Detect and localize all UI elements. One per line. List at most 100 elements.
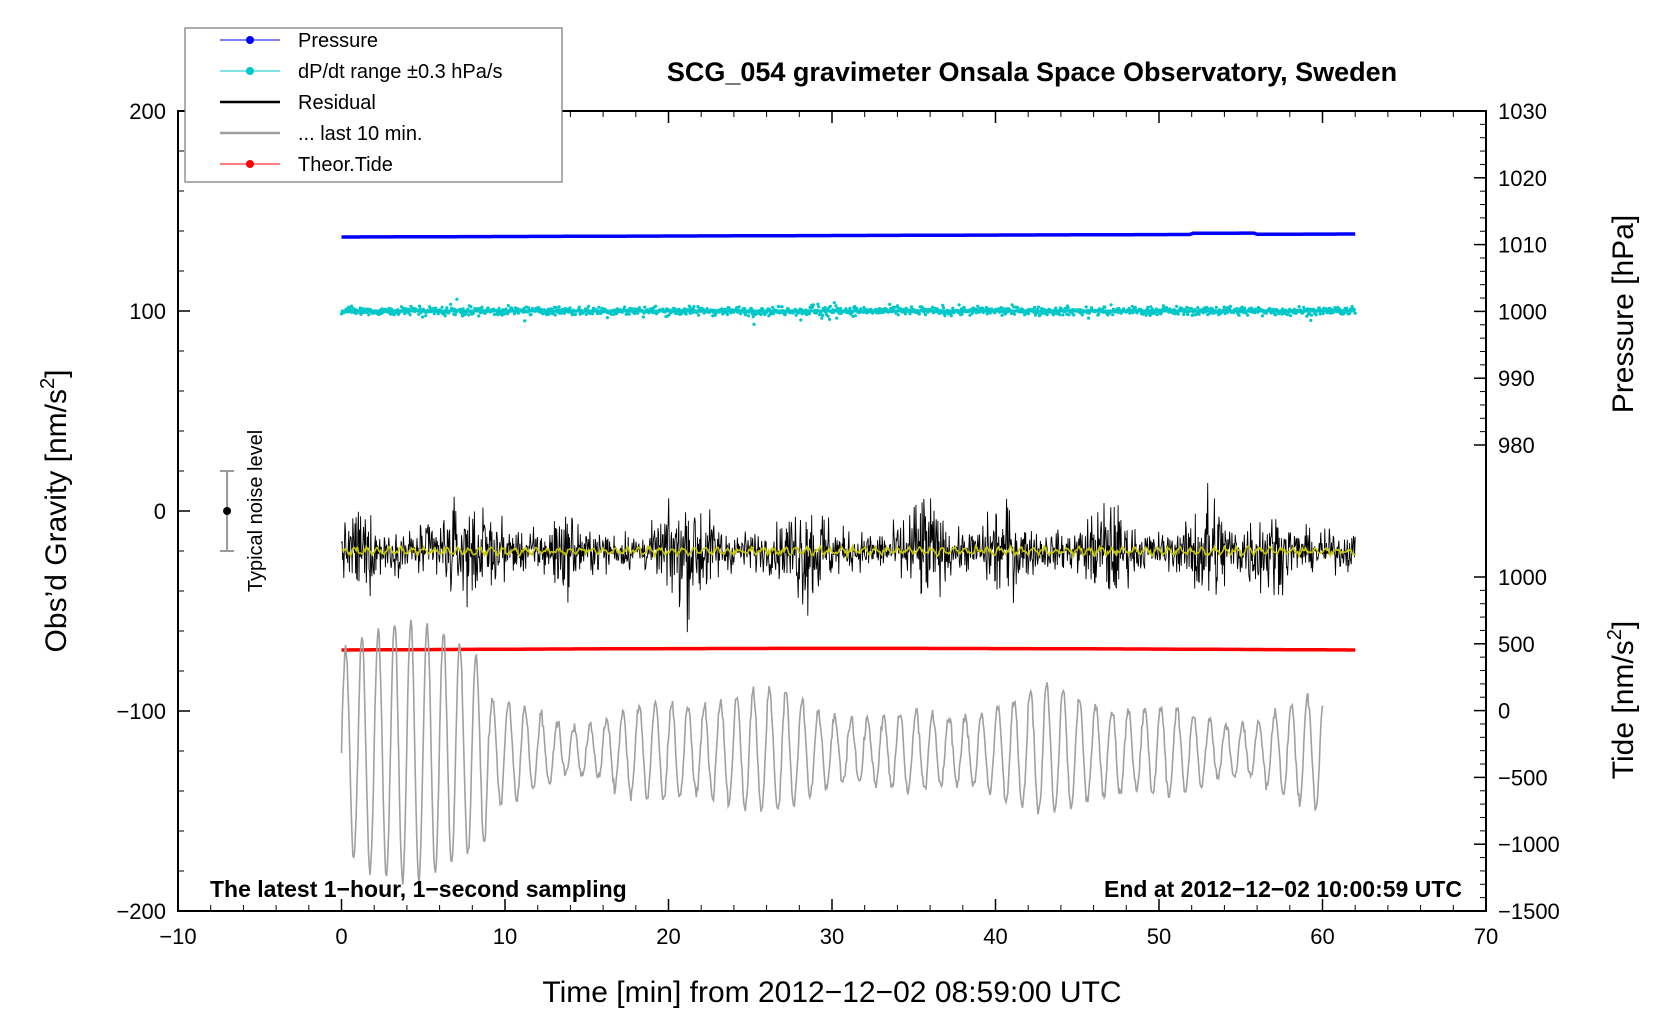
dpdt-point [752,322,756,326]
dpdt-point [1160,310,1164,314]
dpdt-point [594,308,599,312]
dpdt-point [1242,306,1247,310]
dpdt-point [724,307,728,311]
dpdt-point [396,308,400,312]
y-axis-title-left-end: ] [40,370,73,378]
dpdt-point [1264,311,1268,315]
dpdt-point [1214,305,1218,309]
dpdt-point [821,313,825,318]
dpdt-point [828,304,833,308]
last-10-min-line [340,619,1324,885]
dpdt-point [407,307,411,311]
dpdt-point [686,308,691,312]
plot-frame [177,110,1487,912]
dpdt-point [477,314,481,318]
dpdt-point [923,313,928,317]
tide-axis-title: Tide [nm/s2] [1604,621,1640,779]
dpdt-point [1033,305,1037,309]
dpdt-point [793,307,797,311]
dpdt-point [1097,312,1101,316]
dpdt-point [516,311,521,315]
dpdt-point [467,313,471,317]
dpdt-point [957,303,961,307]
dpdt-point [1306,307,1310,311]
dpdt-point [949,314,953,318]
dpdt-point [600,306,604,310]
dpdt-point [941,303,945,307]
dpdt-point [1309,313,1314,317]
dpdt-point [771,305,775,309]
dpdt-point [1026,312,1031,316]
dpdt-point [909,305,914,309]
noise-bar-center [223,507,232,515]
dpdt-point [743,307,747,311]
dpdt-point [436,312,440,316]
dpdt-point [550,307,554,311]
tide-axis-title-sup: 2 [1604,629,1626,640]
dpdt-point [853,304,857,309]
dpdt-point [1176,312,1180,316]
tide-tick-label: 0 [1498,699,1510,724]
y-axis-title-left: Obs’d Gravity [nm/s2] [37,370,73,653]
dpdt-point [1307,311,1311,315]
dpdt-point [590,309,594,313]
dpdt-point [850,310,854,315]
dpdt-point [1037,305,1041,309]
x-tick-label: 10 [493,924,517,949]
dpdt-point [1297,305,1301,309]
dpdt-point [943,314,947,318]
dpdt-point [407,310,411,315]
y-tick-label: 0 [154,499,166,524]
dpdt-point [502,312,507,316]
dpdt-point [417,312,421,316]
dpdt-point [750,307,754,311]
dpdt-point [908,312,912,316]
dpdt-point [705,307,709,311]
dpdt-point [1064,307,1068,311]
chart-title: SCG_054 gravimeter Onsala Space Observat… [667,57,1397,87]
dpdt-point [1185,312,1190,317]
dpdt-point [1000,313,1004,317]
dpdt-point [689,306,693,310]
dpdt-point [443,314,447,318]
dpdt-point [848,306,852,310]
dpdt-point [814,311,819,315]
tide-tick-label: −1000 [1498,832,1560,857]
dpdt-point [637,306,642,310]
dpdt-point [1260,314,1264,318]
dpdt-point [835,306,840,310]
dpdt-point [1012,305,1016,309]
legend-box [184,27,563,183]
dpdt-point [670,309,674,314]
dpdt-point [403,307,407,311]
dpdt-point [350,304,354,308]
dpdt-point [976,304,980,308]
dpdt-point [1287,310,1291,314]
dpdt-point [853,314,858,318]
dpdt-point [495,310,500,314]
dpdt-point [587,304,591,308]
x-tick-label: 20 [656,924,680,949]
legend-label: Pressure [298,30,378,52]
x-tick-label: −10 [159,924,196,949]
dpdt-point [697,313,701,317]
pressure-tick-label: 1000 [1498,299,1547,324]
noise-bar: Typical noise level [220,430,267,592]
dpdt-point [453,313,457,317]
dpdt-point [522,306,526,311]
dpdt-point [817,305,821,309]
dpdt-point [416,308,420,312]
dpdt-point [1072,313,1076,317]
dpdt-point [770,309,774,313]
dpdt-point [1330,307,1334,312]
dpdt-point [633,312,637,316]
tide-axis-title-main: Tide [nm/s [1607,640,1640,779]
tide-tick-label: 1000 [1498,565,1547,590]
dpdt-point [1201,311,1205,315]
dpdt-point [553,313,557,317]
legend-marker [246,67,254,75]
x-tick-label: 40 [983,924,1007,949]
dpdt-point [484,310,489,314]
tide-axis-ticks: 1000 500 0 −500 −1000 −1500 [1474,565,1560,924]
dpdt-point [609,312,613,316]
